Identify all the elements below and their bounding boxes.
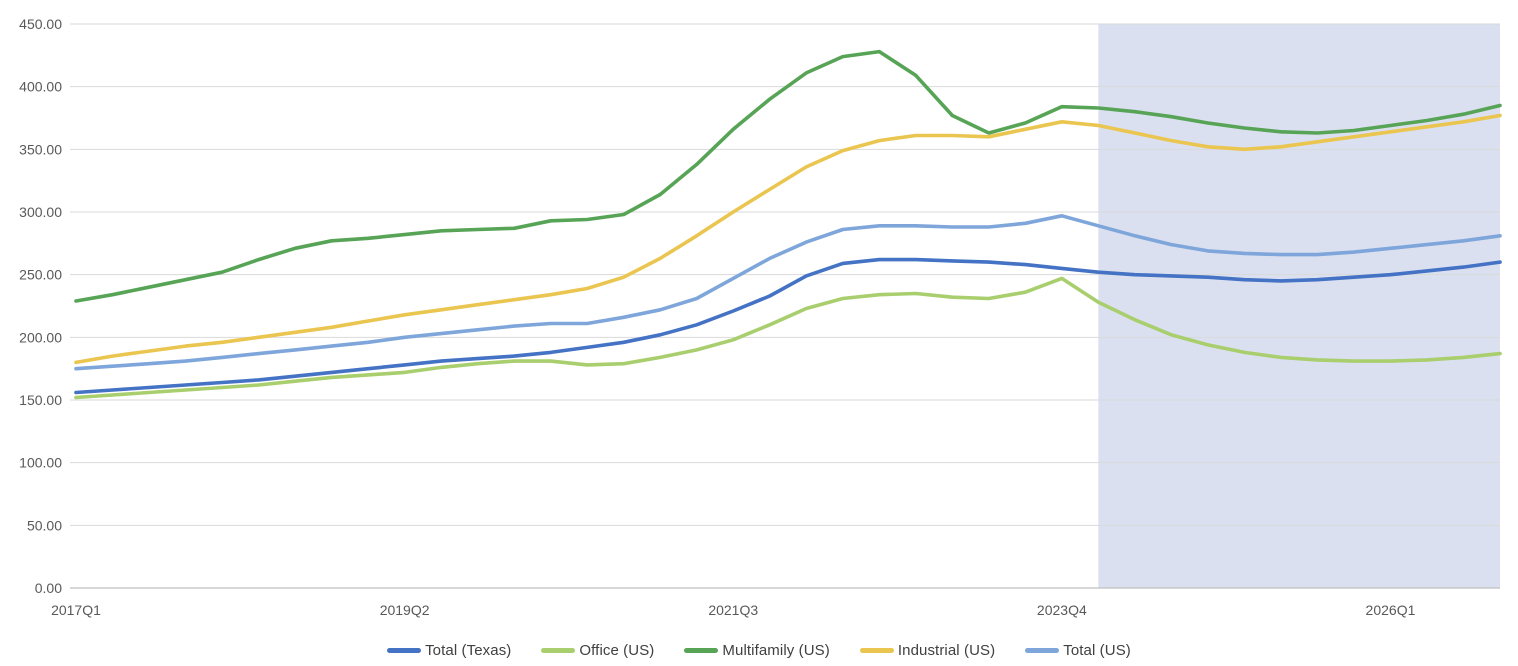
chart-canvas: 450.00 400.00 350.00 300.00 250.00 200.00 150.… <box>19 16 1502 618</box>
y-tick-label: 450.00 <box>19 16 62 32</box>
series-line-multifamily-us <box>74 49 1502 303</box>
legend-item-office-us: Office (US) <box>541 642 654 659</box>
series-line-total-us <box>74 214 1502 371</box>
x-tick-label: 2019Q2 <box>380 602 430 618</box>
x-tick-label: 2021Q3 <box>708 602 758 618</box>
forecast-band <box>1098 24 1500 588</box>
legend-swatch-total-us <box>1025 647 1060 653</box>
series-line-total-texas <box>74 257 1502 395</box>
legend-label: Total (Texas) <box>425 641 512 659</box>
legend-label: Industrial (US) <box>897 641 996 659</box>
y-tick-label: 100.00 <box>19 455 62 471</box>
x-tick-label: 2023Q4 <box>1037 602 1087 618</box>
legend-item-total-texas: Total (Texas) <box>387 642 511 659</box>
legend-item-total-us: Total (US) <box>1025 642 1131 659</box>
y-tick-label: 150.00 <box>19 392 62 408</box>
legend-label: Office (US) <box>579 641 655 659</box>
y-tick-label: 50.00 <box>27 517 62 533</box>
y-tick-label: 400.00 <box>19 79 62 95</box>
legend-item-multifamily-us: Multifamily (US) <box>684 641 830 659</box>
chart-legend: Total (Texas) Office (US) Multifamily (US)… <box>0 636 1518 664</box>
y-tick-label: 200.00 <box>19 329 62 345</box>
y-tick-label: 300.00 <box>19 204 62 220</box>
legend-swatch-multifamily-us <box>684 647 719 653</box>
series-line-office-us <box>74 276 1502 400</box>
legend-item-industrial-us: Industrial (US) <box>859 641 996 659</box>
x-tick-label: 2017Q1 <box>51 602 101 618</box>
legend-label: Total (US) <box>1063 641 1131 659</box>
legend-swatch-total-texas <box>387 647 422 653</box>
legend-swatch-industrial-us <box>859 647 894 653</box>
legend-swatch-office-us <box>541 647 576 653</box>
y-tick-label: 350.00 <box>19 141 62 157</box>
y-tick-label: 250.00 <box>19 267 62 283</box>
x-tick-label: 2026Q1 <box>1366 602 1416 618</box>
series-line-industrial-us <box>74 113 1502 365</box>
y-tick-label: 0.00 <box>35 580 62 596</box>
legend-label: Multifamily (US) <box>722 641 830 659</box>
